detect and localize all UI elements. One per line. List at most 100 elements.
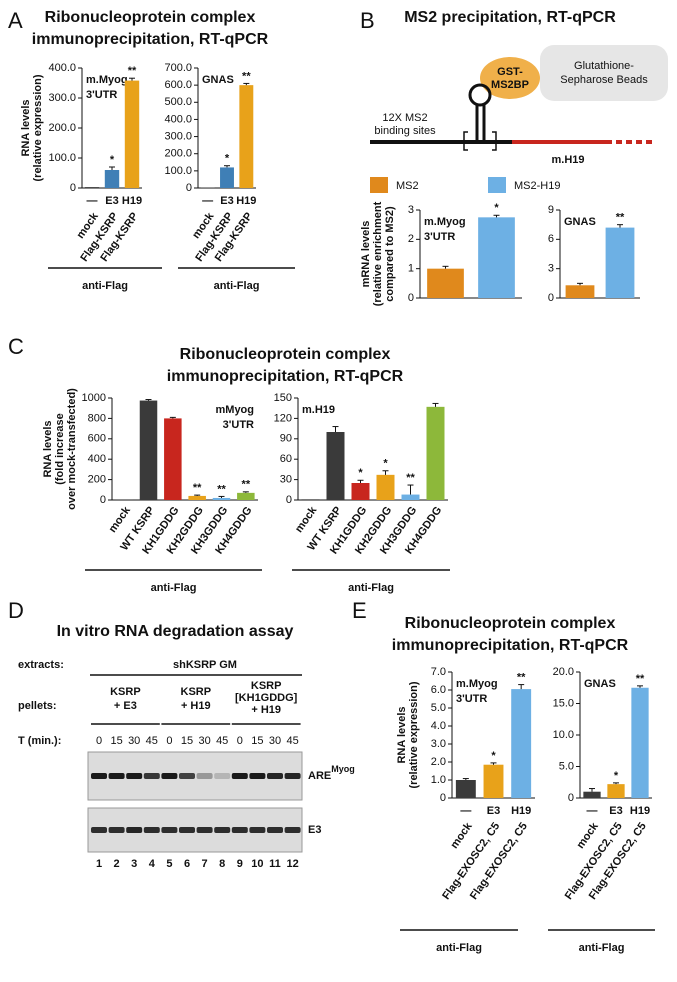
sub-label: — bbox=[87, 195, 98, 207]
gel-band bbox=[214, 773, 231, 779]
y-tick-label: 0 bbox=[100, 494, 106, 506]
lane-number: 3 bbox=[131, 858, 137, 870]
extracts: shKSRP GM bbox=[173, 659, 237, 671]
legend-swatch bbox=[370, 177, 388, 193]
gel-band bbox=[108, 827, 125, 833]
row-label: pellets: bbox=[18, 700, 57, 712]
significance: ** bbox=[128, 65, 137, 77]
inset-label: 3'UTR bbox=[424, 231, 455, 243]
inset-label: GNAS bbox=[564, 216, 596, 228]
panel-letter: B bbox=[360, 8, 375, 33]
significance: * bbox=[494, 202, 499, 214]
significance: * bbox=[614, 770, 619, 782]
panel-title: In vitro RNA degradation assay bbox=[57, 623, 294, 640]
lane-number: 1 bbox=[96, 858, 102, 870]
y-tick-label: 0 bbox=[408, 292, 414, 304]
y-tick-label: 60 bbox=[280, 453, 292, 465]
panel-title: Ribonucleoprotein complex bbox=[45, 9, 256, 26]
group-label: anti-Flag bbox=[436, 942, 482, 954]
bar bbox=[565, 285, 595, 298]
y-axis-label: RNA levels bbox=[396, 706, 408, 763]
x-tick-label: mock bbox=[448, 820, 475, 851]
time: 0 bbox=[96, 735, 102, 747]
pellet-label: KSRP bbox=[110, 686, 141, 698]
significance: ** bbox=[193, 482, 202, 494]
y-tick-label: 200.0 bbox=[164, 148, 192, 160]
probe-name: ARE bbox=[308, 770, 331, 782]
gel-band bbox=[196, 827, 213, 833]
pellet-label: [KH1GDDG] bbox=[235, 692, 298, 704]
sub-label: — bbox=[460, 805, 471, 817]
y-tick-label: 400 bbox=[88, 453, 106, 465]
inset-label: 3'UTR bbox=[456, 693, 487, 705]
group-label: anti-Flag bbox=[82, 280, 128, 292]
bar bbox=[139, 400, 158, 500]
y-axis-label: over mock-transfected) bbox=[66, 388, 78, 510]
y-tick-label: 800 bbox=[88, 412, 106, 424]
inset-label: 3'UTR bbox=[223, 419, 254, 431]
panel-letter: E bbox=[352, 598, 367, 623]
panel-title: immunoprecipitation, RT-qPCR bbox=[167, 368, 404, 385]
row-label: T (min.): bbox=[18, 735, 61, 747]
y-tick-label: 120 bbox=[274, 412, 292, 424]
sites-label: 12X MS2 bbox=[382, 112, 427, 124]
sites-label: binding sites bbox=[374, 125, 436, 137]
bar bbox=[478, 217, 515, 298]
bar bbox=[631, 687, 649, 798]
beads-label: Sepharose Beads bbox=[560, 74, 648, 86]
y-tick-label: 0 bbox=[286, 494, 292, 506]
time: 45 bbox=[286, 735, 298, 747]
y-tick-label: 300.0 bbox=[164, 130, 192, 142]
y-axis-label: (relative expression) bbox=[32, 74, 44, 181]
group-label: anti-Flag bbox=[214, 280, 260, 292]
gel-band bbox=[284, 827, 301, 833]
gel-band bbox=[249, 773, 266, 779]
bar bbox=[104, 170, 120, 188]
sub-label: H19 bbox=[236, 195, 256, 207]
y-tick-label: 200 bbox=[88, 474, 106, 486]
significance: ** bbox=[616, 212, 625, 224]
significance: * bbox=[383, 458, 388, 470]
y-tick-label: 0 bbox=[568, 792, 574, 804]
y-tick-label: 400.0 bbox=[48, 62, 76, 74]
sub-label: E3 bbox=[220, 195, 233, 207]
probe-name: E3 bbox=[308, 824, 321, 836]
gel-band bbox=[214, 827, 231, 833]
lane-number: 2 bbox=[114, 858, 120, 870]
bar bbox=[124, 80, 140, 188]
legend-label: MS2 bbox=[396, 180, 419, 192]
bar bbox=[455, 780, 476, 798]
bar bbox=[401, 494, 420, 500]
sub-label: E3 bbox=[487, 805, 500, 817]
gel-band bbox=[249, 827, 266, 833]
protein-shape bbox=[480, 57, 540, 99]
lane-number: 8 bbox=[219, 858, 225, 870]
probe-superscript: Myog bbox=[331, 764, 355, 774]
pellet-label: KSRP bbox=[181, 686, 212, 698]
panel-title: immunoprecipitation, RT-qPCR bbox=[32, 31, 269, 48]
y-tick-label: 90 bbox=[280, 433, 292, 445]
pellet-label: + E3 bbox=[114, 700, 137, 712]
significance: * bbox=[225, 153, 230, 165]
y-tick-label: 30 bbox=[280, 474, 292, 486]
y-axis-label: RNA levels bbox=[20, 99, 32, 156]
panel-letter: D bbox=[8, 598, 24, 623]
inset-label: GNAS bbox=[584, 678, 616, 690]
time: 15 bbox=[251, 735, 263, 747]
panel-title: immunoprecipitation, RT-qPCR bbox=[392, 637, 629, 654]
y-tick-label: 1.0 bbox=[431, 774, 446, 786]
bar bbox=[607, 784, 625, 798]
inset-label: m.Myog bbox=[456, 678, 498, 690]
bar bbox=[220, 167, 234, 188]
sub-label: — bbox=[202, 195, 213, 207]
y-tick-label: 600.0 bbox=[164, 79, 192, 91]
panel-letter: A bbox=[8, 8, 23, 33]
significance: ** bbox=[242, 479, 251, 491]
gel-band bbox=[267, 773, 283, 779]
gel-band bbox=[91, 773, 107, 779]
probe-label: AREMyog bbox=[308, 764, 355, 782]
y-tick-label: 400.0 bbox=[164, 113, 192, 125]
lane-number: 5 bbox=[166, 858, 172, 870]
